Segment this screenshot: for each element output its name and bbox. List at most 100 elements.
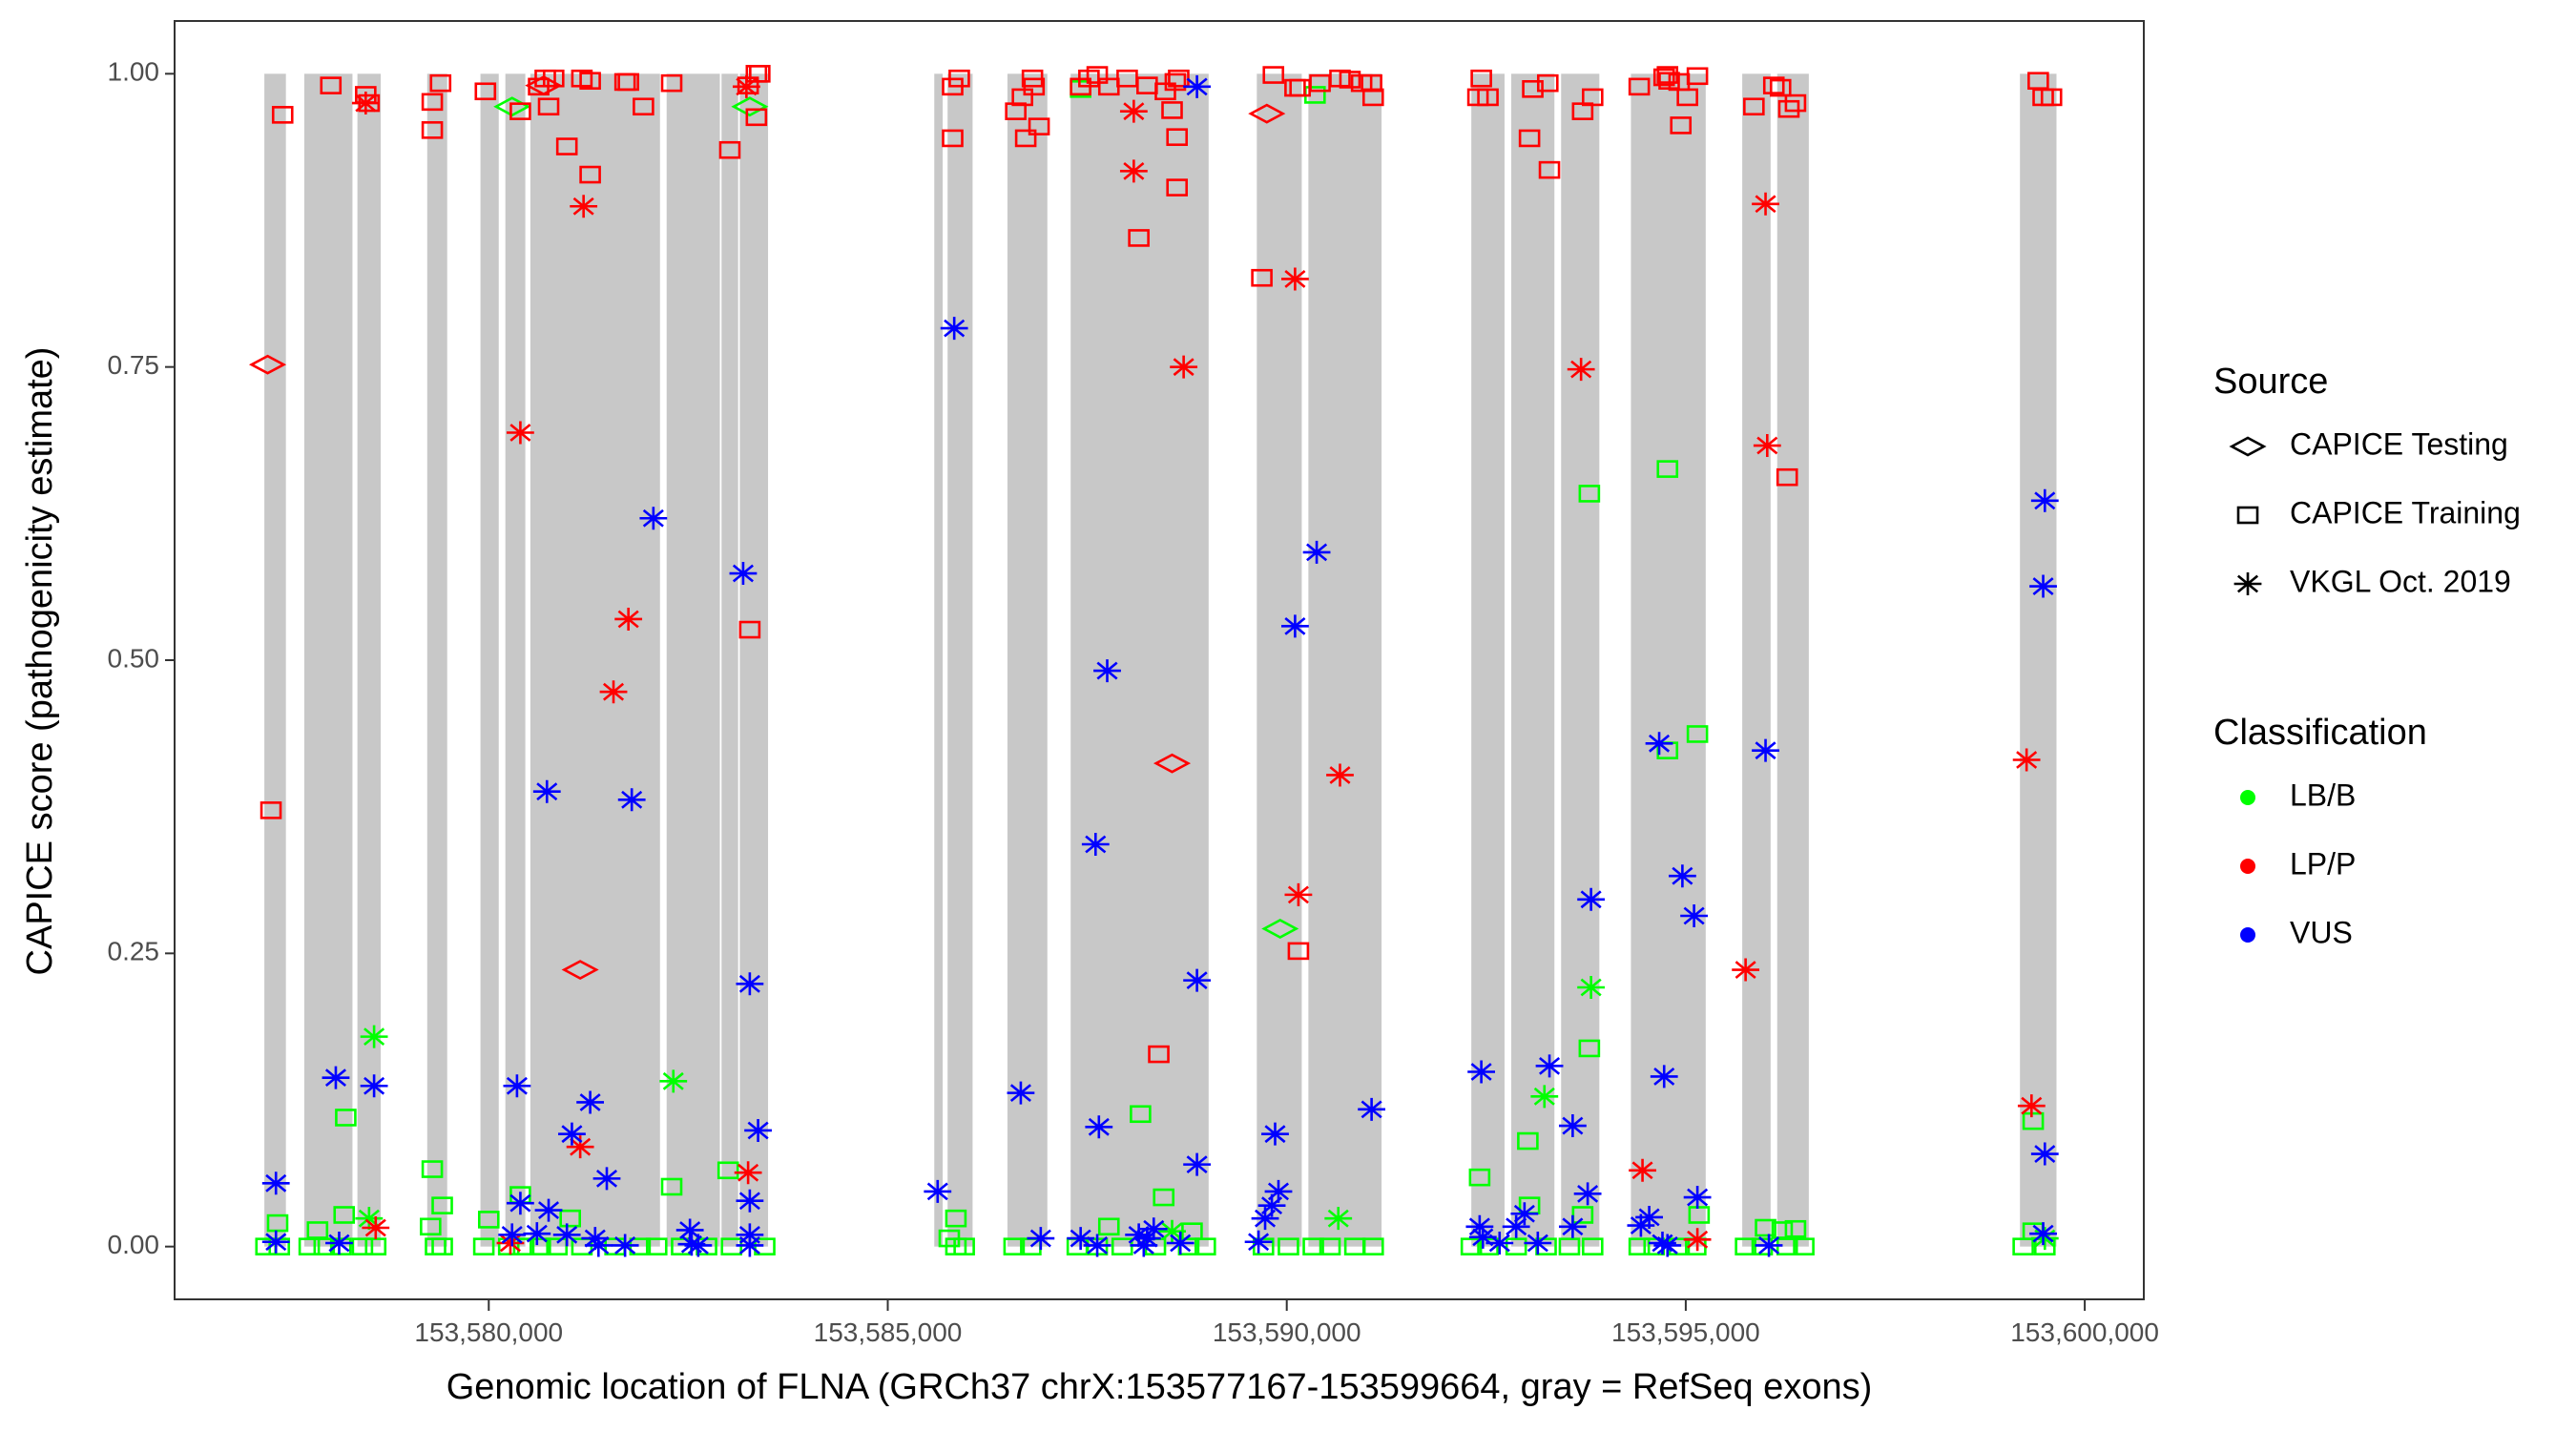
- data-point: [1650, 1065, 1678, 1089]
- square-marker: [1558, 1237, 1581, 1255]
- data-point: [1573, 1182, 1602, 1206]
- data-point: [1652, 68, 1675, 87]
- data-point: [1085, 1115, 1113, 1139]
- square-marker: [1003, 1237, 1026, 1255]
- data-point: [1477, 88, 1499, 107]
- asterisk-marker: [1650, 1065, 1678, 1089]
- data-point: [660, 1177, 683, 1196]
- asterisk-marker: [1183, 1152, 1211, 1176]
- square-marker: [1195, 1237, 1216, 1255]
- data-point: [924, 1179, 952, 1203]
- diamond-marker: [1153, 753, 1192, 774]
- exon-bar: [505, 73, 526, 1247]
- data-point: [1287, 942, 1310, 961]
- data-point: [1183, 1152, 1211, 1176]
- square-marker: [1460, 1237, 1483, 1255]
- exon-bar: [1308, 73, 1382, 1247]
- data-point: [1581, 88, 1604, 107]
- data-point: [325, 1231, 353, 1255]
- asterisk-marker: [532, 779, 561, 803]
- exon-bar: [721, 73, 738, 1247]
- data-point: [1468, 1225, 1497, 1249]
- asterisk-marker: [1251, 1207, 1279, 1231]
- data-point: [261, 1172, 290, 1195]
- square-marker: [745, 108, 768, 127]
- asterisk-marker: [362, 1216, 390, 1240]
- data-point: [1153, 753, 1192, 774]
- square-marker: [1477, 1237, 1499, 1255]
- square-marker: [1784, 93, 1807, 113]
- asterisk-marker: [1093, 659, 1121, 683]
- data-point: [749, 65, 771, 83]
- data-point: [1558, 1214, 1587, 1238]
- y-axis: 0.00 0.25 0.50 0.75 1.00: [108, 57, 175, 1259]
- square-marker: [1470, 69, 1492, 88]
- square-marker: [1166, 128, 1188, 147]
- data-point: [362, 1216, 390, 1240]
- square-marker: [1302, 1237, 1324, 1255]
- data-point: [576, 1090, 604, 1114]
- data-point: [1067, 1227, 1095, 1251]
- data-point: [1477, 1237, 1499, 1255]
- data-point: [555, 137, 578, 156]
- asterisk-marker: [2030, 1142, 2059, 1166]
- data-point: [579, 72, 601, 90]
- diamond-marker: [525, 75, 563, 96]
- square-marker: [1014, 129, 1037, 148]
- data-point: [599, 680, 628, 704]
- square-marker: [1517, 1131, 1539, 1151]
- asterisk-marker: [2029, 574, 2057, 598]
- legend: Source CAPICE Testing CAPICE Training VKGL…: [2213, 362, 2521, 949]
- square-marker: [948, 69, 970, 88]
- data-point: [1470, 69, 1492, 88]
- data-point: [1686, 725, 1709, 743]
- exon-bar: [2020, 73, 2057, 1247]
- exon-bars: [264, 73, 2057, 1247]
- asterisk-marker: [1244, 1230, 1273, 1254]
- data-point: [431, 1196, 453, 1214]
- asterisk-marker: [1524, 1231, 1552, 1255]
- square-marker: [1023, 77, 1046, 96]
- asterisk-marker: [1264, 1179, 1293, 1203]
- data-point: [2012, 1237, 2034, 1255]
- diamond-marker: [493, 96, 531, 117]
- legend-source-items: CAPICE Testing CAPICE Training VKGL Oct. 2…: [2229, 426, 2521, 598]
- data-point: [1264, 1179, 1293, 1203]
- data-point: [1629, 1158, 1656, 1182]
- square-marker: [718, 140, 741, 159]
- data-point: [948, 69, 970, 88]
- data-point: [333, 1206, 356, 1224]
- data-point: [498, 1223, 527, 1247]
- data-point: [1261, 1122, 1289, 1146]
- data-point: [953, 1237, 975, 1255]
- data-point: [1128, 229, 1150, 247]
- square-marker: [617, 73, 639, 92]
- data-point: [1502, 1214, 1530, 1238]
- data-point: [552, 1223, 581, 1247]
- asterisk-marker: [1358, 1097, 1386, 1121]
- exon-bar: [480, 73, 499, 1247]
- asterisk-marker: [1125, 1223, 1153, 1247]
- square-marker: [271, 106, 294, 124]
- data-point: [1535, 1054, 1564, 1078]
- square-marker: [1777, 99, 1800, 118]
- data-point: [1195, 1237, 1216, 1255]
- data-point: [1577, 887, 1606, 911]
- data-point: [1130, 1105, 1152, 1124]
- data-point: [1097, 77, 1120, 96]
- square-marker: [579, 72, 601, 90]
- data-point: [2030, 488, 2059, 512]
- data-point: [1119, 99, 1148, 123]
- data-point: [1578, 485, 1601, 503]
- data-point: [351, 92, 380, 115]
- square-marker: [1477, 88, 1499, 107]
- square-marker: [1251, 268, 1273, 287]
- asterisk-marker: [570, 195, 598, 218]
- asterisk-marker: [599, 680, 628, 704]
- data-point: [1170, 355, 1198, 379]
- asterisk-marker: [1573, 1182, 1602, 1206]
- exon-bar: [947, 73, 973, 1247]
- asterisk-marker: [2233, 572, 2262, 595]
- square-marker: [530, 1237, 551, 1255]
- diamond-marker: [561, 960, 599, 981]
